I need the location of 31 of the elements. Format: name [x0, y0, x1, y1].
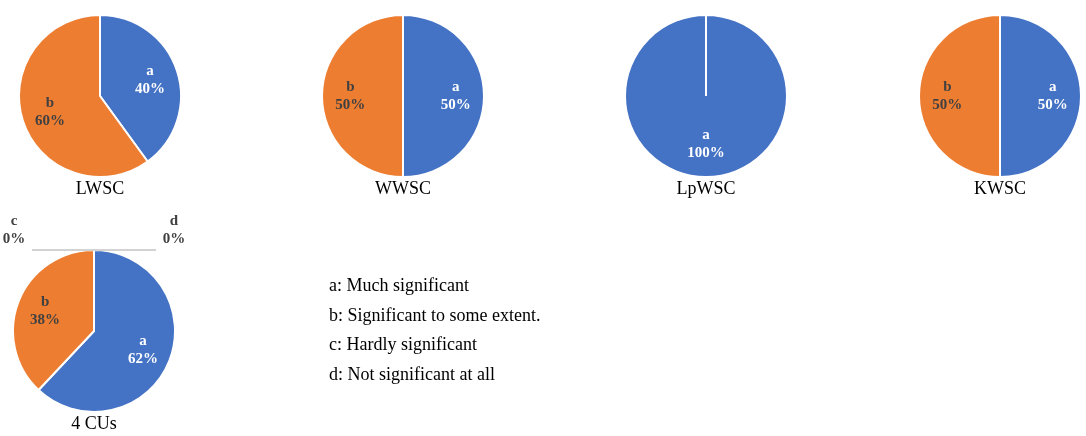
slice-label: a	[146, 61, 155, 78]
slice-label: a	[1048, 77, 1057, 94]
slice-label: b	[45, 94, 55, 111]
slice-label: b	[943, 77, 952, 94]
data-label: 50%	[440, 95, 471, 112]
data-label: 100%	[687, 144, 725, 161]
text: LpWSC	[675, 178, 737, 199]
slice-label: a	[451, 77, 460, 94]
text: WWSC	[374, 178, 432, 199]
slice-label: b	[40, 293, 50, 310]
data-label: 62%	[127, 350, 158, 367]
category-label: c	[10, 211, 18, 228]
text: 4 CUs	[70, 413, 118, 434]
category-label: d	[169, 211, 179, 228]
data-label: 50%	[335, 95, 366, 112]
data-label: 50%	[932, 95, 963, 112]
slice-label: b	[346, 77, 355, 94]
text: b: Significant to some extent.	[329, 304, 542, 327]
text: KWSC	[973, 178, 1027, 199]
slice-label: a	[139, 332, 148, 349]
text: 0%	[162, 229, 186, 246]
data-label: 50%	[1037, 95, 1068, 112]
text: d: Not significant at all	[329, 363, 496, 386]
text: 0%	[2, 229, 26, 246]
text: a: Much significant	[329, 275, 470, 297]
slice-label: a	[702, 126, 711, 143]
data-label: 40%	[135, 79, 166, 96]
text: LWSC	[74, 178, 126, 199]
text: c: Hardly significant	[329, 334, 478, 356]
data-label: 38%	[30, 311, 61, 328]
data-label: 60%	[34, 112, 65, 129]
